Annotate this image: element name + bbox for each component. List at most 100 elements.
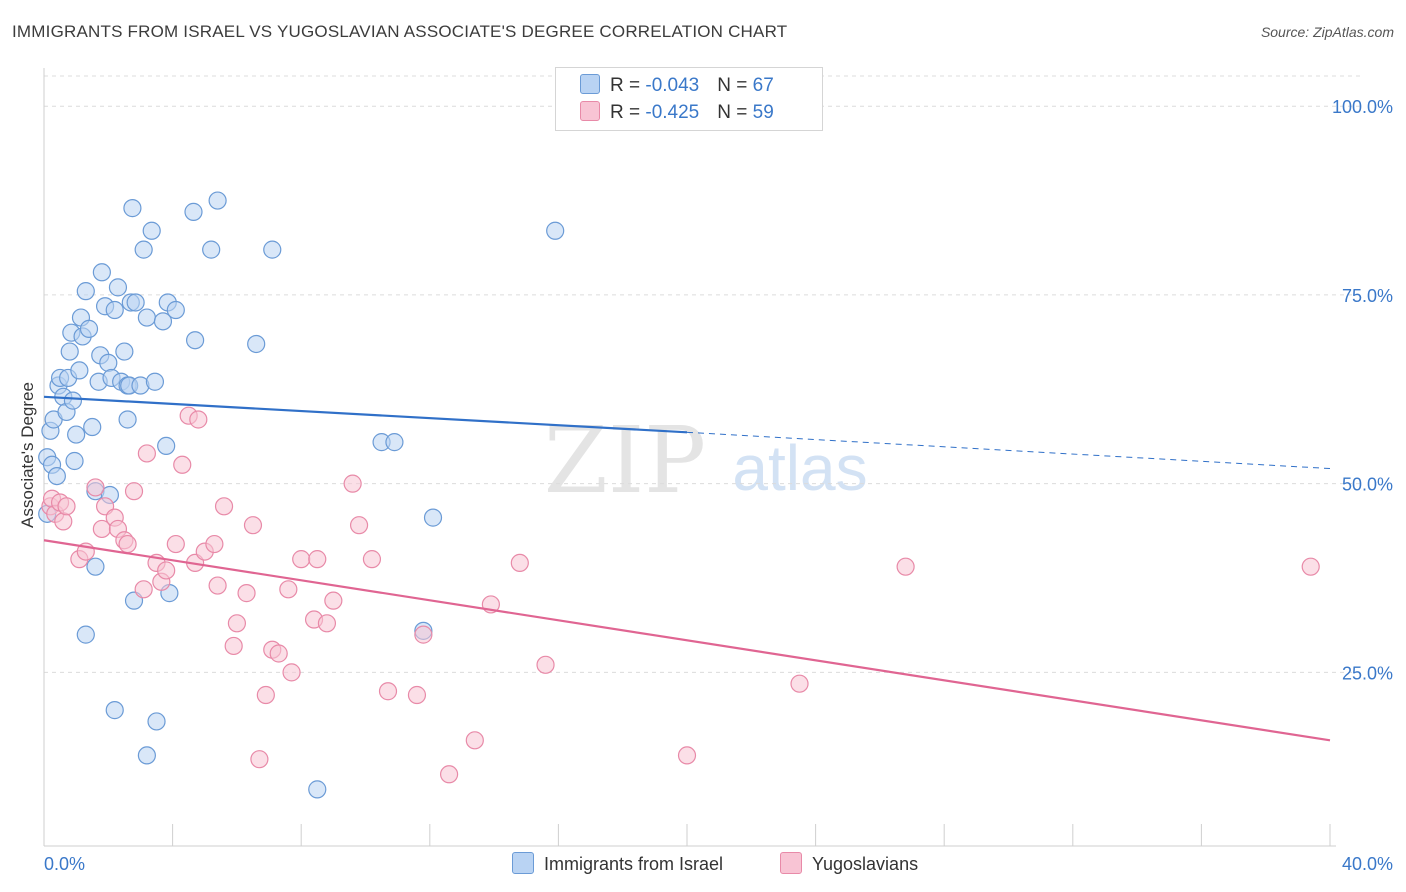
data-point-israel <box>153 312 173 331</box>
data-point-israel <box>65 451 84 471</box>
data-point-israel <box>60 342 79 361</box>
data-point-yugoslavians <box>349 516 369 535</box>
data-point-israel <box>308 780 327 799</box>
legend-n-label: N = <box>717 102 753 123</box>
data-point-yugoslavians <box>343 474 362 493</box>
data-point-yugoslavians <box>243 516 263 535</box>
legend-n-value-israel: 67 <box>752 75 774 96</box>
data-point-israel <box>123 199 142 218</box>
legend-swatch-yugoslavians <box>580 101 600 121</box>
watermark-atlas: atlas <box>732 432 867 504</box>
trend-line-israel-extension <box>686 431 1331 470</box>
data-point-yugoslavians <box>536 655 555 674</box>
y-tick-label: 25.0% <box>1342 663 1393 683</box>
data-point-yugoslavians <box>224 636 243 656</box>
y-tick-label: 75.0% <box>1342 286 1393 306</box>
data-point-israel <box>247 334 266 354</box>
data-point-yugoslavians <box>54 512 73 531</box>
data-point-israel <box>186 331 205 350</box>
data-point-yugoslavians <box>414 625 433 644</box>
source-credit: Source: ZipAtlas.com <box>1260 24 1394 40</box>
data-point-israel <box>76 625 95 644</box>
data-point-yugoslavians <box>166 534 185 554</box>
data-point-yugoslavians <box>308 550 327 569</box>
watermark: ZIP atlas <box>544 407 868 514</box>
data-point-israel <box>99 353 118 372</box>
data-point-israel <box>79 319 99 338</box>
data-point-yugoslavians <box>137 444 156 463</box>
data-point-israel <box>92 263 111 282</box>
data-point-israel <box>76 282 95 301</box>
data-point-israel <box>166 300 185 320</box>
series-legend: Immigrants from Israel Yugoslavians <box>0 852 1406 876</box>
data-point-israel <box>157 436 176 456</box>
x-tick-label-max: 40.0% <box>1342 854 1393 874</box>
data-point-yugoslavians <box>118 534 137 554</box>
series-legend-item-israel: Immigrants from Israel <box>512 852 723 875</box>
data-point-israel <box>137 308 156 327</box>
data-point-yugoslavians <box>378 682 398 701</box>
data-point-yugoslavians <box>57 497 76 516</box>
y-tick-label: 100.0% <box>1332 97 1393 117</box>
data-point-yugoslavians <box>465 731 484 750</box>
series-swatch-israel <box>512 852 534 874</box>
series-yugoslavians-points <box>41 406 1320 784</box>
data-point-yugoslavians <box>439 765 459 784</box>
data-point-yugoslavians <box>124 482 144 501</box>
legend-n-label: N = <box>717 75 753 96</box>
data-point-yugoslavians <box>279 580 298 599</box>
series-legend-label-israel: Immigrants from Israel <box>544 854 724 874</box>
data-point-israel <box>86 557 105 576</box>
chart-title: IMMIGRANTS FROM ISRAEL VS YUGOSLAVIAN AS… <box>12 22 788 41</box>
series-swatch-yugoslavians <box>780 852 802 874</box>
data-point-yugoslavians <box>157 561 176 580</box>
data-point-israel <box>137 746 156 765</box>
data-point-israel <box>147 712 166 731</box>
data-point-israel <box>108 278 128 297</box>
data-point-yugoslavians <box>189 410 208 429</box>
data-point-israel <box>105 300 124 320</box>
data-point-yugoslavians <box>227 614 246 633</box>
data-point-israel <box>115 342 134 361</box>
x-tick-label-min: 0.0% <box>44 854 85 874</box>
trend-line-yugoslavians <box>43 539 1331 742</box>
data-point-israel <box>423 508 443 527</box>
data-point-israel <box>202 240 221 259</box>
data-point-israel <box>184 202 203 221</box>
data-point-israel <box>134 240 153 259</box>
legend-r-value-israel: -0.043 <box>645 75 700 96</box>
series-legend-label-yugoslavians: Yugoslavians <box>812 854 919 874</box>
data-point-israel <box>263 240 282 259</box>
data-point-yugoslavians <box>790 674 809 693</box>
data-point-israel <box>67 425 86 444</box>
data-point-yugoslavians <box>214 497 234 516</box>
legend-r-value-yugoslavians: -0.425 <box>645 102 700 123</box>
data-point-yugoslavians <box>86 478 105 497</box>
data-point-israel <box>145 372 165 391</box>
data-point-yugoslavians <box>173 455 192 474</box>
data-point-israel <box>83 417 102 437</box>
data-point-yugoslavians <box>282 663 301 682</box>
data-point-yugoslavians <box>510 553 529 573</box>
trend-line-israel <box>43 395 688 434</box>
data-point-yugoslavians <box>269 644 288 663</box>
y-tick-label: 50.0% <box>1342 475 1393 495</box>
trend-lines <box>43 395 1331 742</box>
data-point-israel <box>47 466 66 486</box>
data-point-yugoslavians <box>250 750 269 769</box>
correlation-legend: R = -0.043 N = 67 R = -0.425 N = 59 <box>555 67 823 131</box>
data-point-israel <box>385 433 404 452</box>
y-axis-label: Associate's Degree <box>18 382 37 528</box>
data-point-yugoslavians <box>317 614 337 633</box>
data-point-israel <box>105 701 124 720</box>
legend-n-value-yugoslavians: 59 <box>752 102 774 123</box>
data-point-yugoslavians <box>324 591 343 610</box>
data-point-yugoslavians <box>677 746 697 765</box>
series-israel-points <box>38 191 565 799</box>
data-point-israel <box>546 221 565 240</box>
tick-labels: 25.0% 50.0% 75.0% 100.0% 0.0% 40.0% <box>44 97 1393 874</box>
legend-row-israel: R = -0.043 N = 67 <box>580 74 774 100</box>
data-point-yugoslavians <box>407 685 427 705</box>
data-point-yugoslavians <box>208 576 227 595</box>
